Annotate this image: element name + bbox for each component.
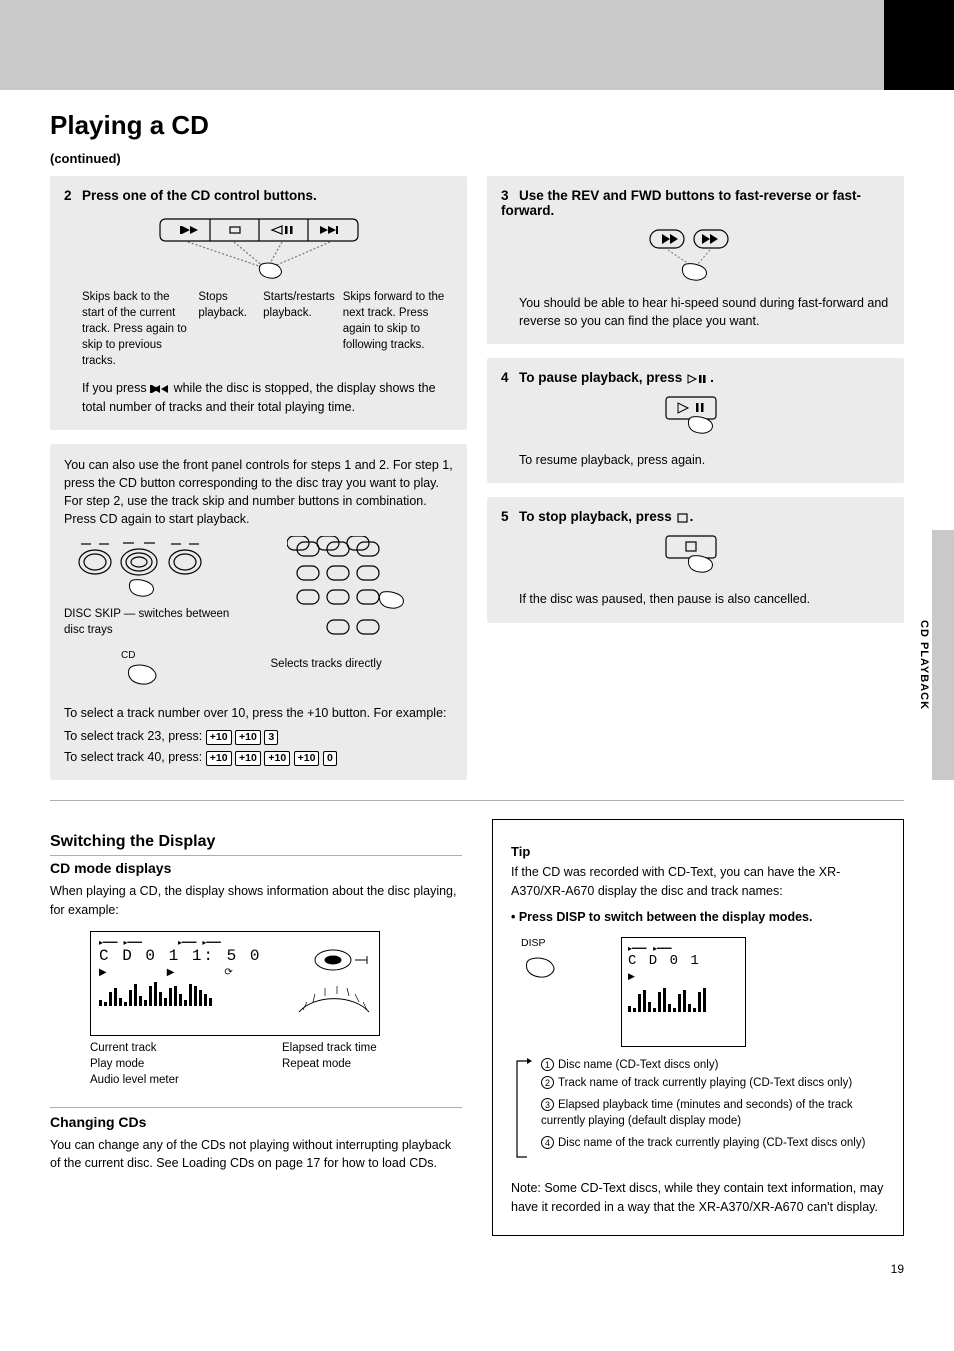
stop-icon xyxy=(676,512,690,524)
play-icon: ▶ xyxy=(167,967,175,978)
tip-box: Tip If the CD was recorded with CD-Text,… xyxy=(492,819,904,1236)
step5-body: If the disc was paused, then pause is al… xyxy=(519,590,890,608)
front-panel-intro: You can also use the front panel control… xyxy=(64,456,453,529)
tip-item-1: 1Disc name (CD-Text discs only) xyxy=(541,1057,885,1073)
hand-icon xyxy=(130,580,154,597)
skip-back-caption: Skips back to the start of the current t… xyxy=(82,289,192,369)
black-corner-tab xyxy=(884,0,954,90)
step3-head: 3Use the REV and FWD buttons to fast-rev… xyxy=(501,188,890,218)
dial-icon xyxy=(293,942,373,1032)
play-caption: Starts/restarts playback. xyxy=(263,289,337,369)
disc-skip-caption: DISC SKIP — switches between disc trays xyxy=(64,606,247,638)
stop-caption: Stops playback. xyxy=(198,289,257,369)
side-tab: CD PLAYBACK xyxy=(932,530,954,780)
four-button-panel-icon xyxy=(154,209,364,279)
key-3: 3 xyxy=(264,730,278,745)
rev-fwd-icon xyxy=(636,224,756,284)
ann-repeat: Repeat mode xyxy=(282,1056,462,1072)
switching-display-head: Switching the Display xyxy=(50,833,462,851)
play-icon: ▶ xyxy=(628,971,739,982)
lcd-seg-small: C D 0 1 xyxy=(628,953,739,969)
ann-elapsed: Elapsed track time xyxy=(282,1040,462,1056)
example-40: To select track 40, press: +10 +10 +10 +… xyxy=(64,748,453,766)
step2-box: 2Press one of the CD control buttons. xyxy=(50,176,467,430)
header-band xyxy=(0,0,954,90)
three-dial-icon xyxy=(75,536,235,606)
step5-box: 5To stop playback, press . If the disc w… xyxy=(487,497,904,622)
play-icon: ▶ xyxy=(99,967,107,978)
tip-title: Tip xyxy=(511,844,885,859)
cycle-arrow-icon xyxy=(511,1057,533,1167)
key-0: 0 xyxy=(323,751,337,766)
level-meter-small xyxy=(628,986,739,1012)
step5-head: 5To stop playback, press . xyxy=(501,509,890,524)
hand-icon xyxy=(379,592,403,609)
tip-item-3: 3Elapsed playback time (minutes and seco… xyxy=(541,1097,885,1129)
step4-body: To resume playback, press again. xyxy=(519,451,890,469)
ann-play-mode: Play mode xyxy=(90,1056,270,1072)
lcd-small: ▸━━━ ▸━━━ C D 0 1 ▶ xyxy=(621,937,746,1047)
ann-current-track: Current track xyxy=(90,1040,270,1056)
tip-intro: If the CD was recorded with CD-Text, you… xyxy=(511,863,885,901)
example-23: To select track 23, press: +10 +10 3 xyxy=(64,727,453,745)
stop-button-icon xyxy=(646,530,746,580)
step2-head: 2Press one of the CD control buttons. xyxy=(64,188,453,203)
step3-box: 3Use the REV and FWD buttons to fast-rev… xyxy=(487,176,904,344)
hand-icon xyxy=(682,264,706,281)
cd-mode-head: CD mode displays xyxy=(50,860,462,876)
tip-step: • Press DISP to switch between the displ… xyxy=(511,908,885,927)
plus10-intro: To select a track number over 10, press … xyxy=(64,704,453,722)
skip-back-icon xyxy=(150,384,170,394)
svg-text:CD: CD xyxy=(121,650,135,661)
tip-item-2: 2Track name of track currently playing (… xyxy=(541,1075,885,1091)
step4-box: 4To pause playback, press . To resume pl… xyxy=(487,358,904,483)
cd-btn-hand: CD xyxy=(64,646,247,696)
page-title: Playing a CD xyxy=(50,110,954,141)
play-pause-icon xyxy=(686,373,710,385)
change-cds-head: Changing CDs xyxy=(50,1114,462,1130)
cd-control-illustration xyxy=(64,209,453,279)
numpad-caption: Selects tracks directly xyxy=(271,656,454,672)
step2-footnote: If you press while the disc is stopped, … xyxy=(82,379,453,415)
skip-fwd-caption: Skips forward to the next track. Press a… xyxy=(343,289,453,369)
side-tab-text: CD PLAYBACK xyxy=(918,620,930,642)
hand-icon xyxy=(259,263,281,278)
step4-head: 4To pause playback, press . xyxy=(501,370,890,385)
key-plus10: +10 xyxy=(235,751,261,766)
numpad-icon xyxy=(287,536,437,656)
key-plus10: +10 xyxy=(294,751,320,766)
step3-body: You should be able to hear hi-speed soun… xyxy=(519,294,890,330)
tip-note: Note: Some CD-Text discs, while they con… xyxy=(511,1179,885,1217)
key-plus10: +10 xyxy=(264,751,290,766)
key-plus10: +10 xyxy=(206,751,232,766)
page-number: 19 xyxy=(0,1256,954,1290)
tip-item-4: 4Disc name of the track currently playin… xyxy=(541,1135,885,1151)
cd-mode-body: When playing a CD, the display shows inf… xyxy=(50,882,462,920)
change-cds-body: You can change any of the CDs not playin… xyxy=(50,1136,462,1174)
repeat-icon: ⟳ xyxy=(224,967,232,978)
continued: (continued) xyxy=(50,151,954,166)
key-plus10: +10 xyxy=(235,730,261,745)
separator xyxy=(50,800,904,801)
hand-icon xyxy=(527,958,555,977)
lcd-large: ▸━━━▸━━━▸━━━▸━━━ C D 0 1 1: 5 0 ▶ ▶ ⟳ xyxy=(90,931,380,1036)
play-pause-button-icon xyxy=(646,391,746,441)
front-panel-box: You can also use the front panel control… xyxy=(50,444,467,780)
key-plus10: +10 xyxy=(206,730,232,745)
ann-level-meter: Audio level meter xyxy=(90,1072,270,1088)
disp-btn-hand: DISP xyxy=(521,937,581,999)
